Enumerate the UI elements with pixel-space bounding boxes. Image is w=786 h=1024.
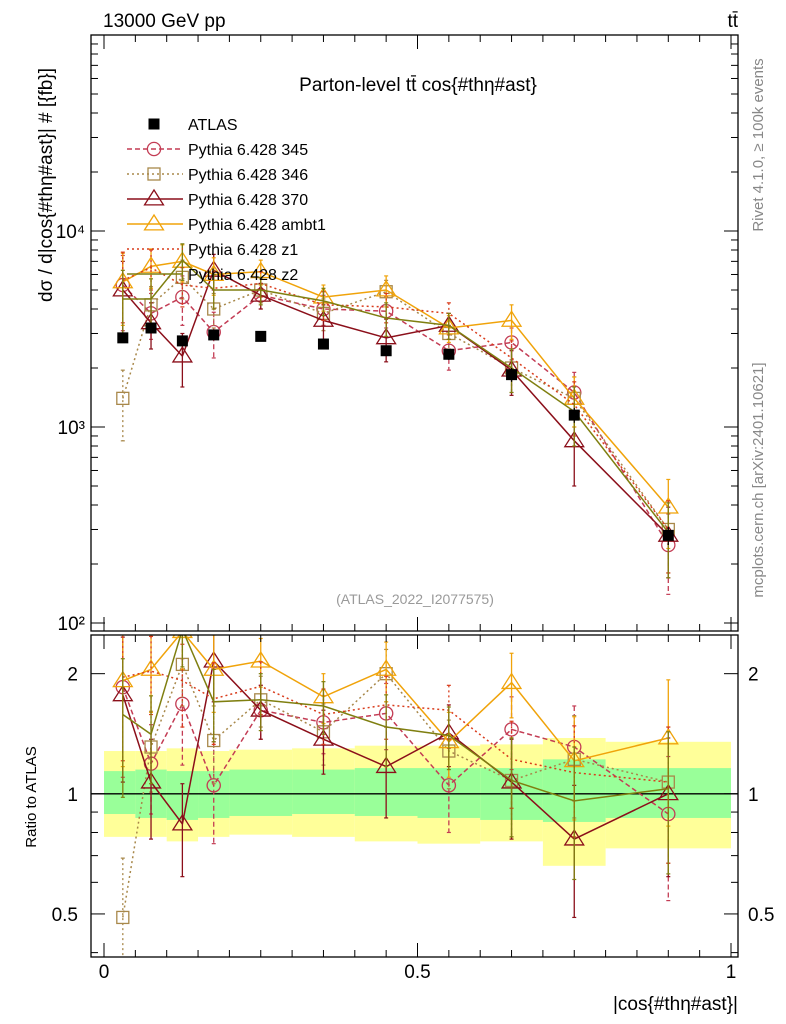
main-y-tick-label: 10⁴ xyxy=(56,222,85,243)
x-axis-label: |cos{#thη#ast}| xyxy=(613,994,738,1015)
legend-entry-pythia-6-428-346-label: Pythia 6.428 346 xyxy=(188,167,308,184)
ratio-plot: 0.5 0.5 1 1 2 2 0 0.5 1 Ratio to ATLAS |cos{#thη… xyxy=(23,634,774,1015)
rivet-version-label: Rivet 4.1.0, ≥ 100k events xyxy=(750,58,767,231)
ratio-plot-frame xyxy=(90,634,739,958)
legend: ATLAS Pythia 6.428 345 Pythia 6.428 346 Pyt… xyxy=(127,117,326,284)
legend-entry-atlas-marker xyxy=(148,118,160,130)
mcplots-label: mcplots.cern.ch [arXiv:2401.10621] xyxy=(750,362,767,597)
legend-entry-pythia-6-428-345-label: Pythia 6.428 345 xyxy=(188,142,308,159)
series-pythia-6-428-370-marker xyxy=(140,771,162,789)
ratio-y-tick-label-right: 0.5 xyxy=(748,905,774,926)
series-pythia-6-428-ambt1-marker xyxy=(375,279,397,297)
series-atlas-marker xyxy=(317,338,329,350)
series-pythia-6-428-370-marker xyxy=(375,327,397,345)
legend-entry-pythia-6-428-345-marker xyxy=(146,141,162,157)
series-atlas-marker xyxy=(117,332,129,344)
series-pythia-6-428-346-marker xyxy=(116,910,130,925)
x-tick-label: 0.5 xyxy=(404,962,430,983)
legend-entry-pythia-6-428-ambt1-marker xyxy=(143,213,165,231)
legend-entry-pythia-6-428-346-marker xyxy=(147,167,161,181)
series-pythia-6-428-370-marker xyxy=(171,813,194,831)
ratio-y-tick-label-right: 2 xyxy=(748,665,759,686)
process-label: tt̄ xyxy=(727,11,738,32)
series-pythia-6-428-370-marker xyxy=(375,756,397,774)
series-pythia-6-428-370-marker xyxy=(563,430,585,448)
x-tick-label: 0 xyxy=(99,962,110,983)
ratio-y-tick-label: 2 xyxy=(67,665,78,686)
series-pythia-6-428-z2 xyxy=(120,635,671,881)
series-pythia-6-428-ambt1-marker xyxy=(375,659,397,676)
energy-label: 13000 GeV pp xyxy=(103,11,226,32)
legend-entry-pythia-6-428-370: Pythia 6.428 370 xyxy=(127,188,308,209)
series-atlas-marker xyxy=(443,348,455,360)
legend-entry-pythia-6-428-z1-label: Pythia 6.428 z1 xyxy=(188,242,298,259)
legend-entry-pythia-6-428-346: Pythia 6.428 346 xyxy=(127,167,308,184)
series-pythia-6-428-ambt1-marker xyxy=(140,659,162,676)
series-pythia-6-428-345-marker xyxy=(441,778,457,793)
legend-entry-pythia-6-428-ambt1-label: Pythia 6.428 ambt1 xyxy=(188,217,326,234)
series-pythia-6-428-370-marker xyxy=(312,729,335,746)
main-plot-title: Parton-level tt̄ cos{#thη#ast} xyxy=(299,75,537,96)
ratio-plot-area xyxy=(91,635,738,957)
series-atlas-marker xyxy=(506,369,518,381)
series-pythia-6-428-346-marker xyxy=(116,391,130,406)
series-pythia-6-428-345-marker xyxy=(206,778,221,793)
main-y-tick-label: 10³ xyxy=(58,418,85,439)
ratio-y-tick-label: 0.5 xyxy=(52,905,78,926)
ratio-y-tick-label: 1 xyxy=(67,785,78,806)
series-pythia-6-428-370-marker xyxy=(171,345,194,363)
uncertainty-band-green xyxy=(104,771,136,815)
uncertainty-band-green xyxy=(292,769,355,815)
legend-entry-pythia-6-428-345: Pythia 6.428 345 xyxy=(127,141,308,159)
series-atlas-marker xyxy=(145,322,157,334)
legend-entry-pythia-6-428-z2-label: Pythia 6.428 z2 xyxy=(188,267,298,284)
legend-entry-atlas: ATLAS xyxy=(148,117,238,134)
ratio-y-axis-label: Ratio to ATLAS xyxy=(23,746,40,847)
x-tick-label: 1 xyxy=(726,962,737,983)
series-atlas-marker xyxy=(380,345,392,357)
legend-entry-pythia-6-428-z2: Pythia 6.428 z2 xyxy=(127,267,298,284)
main-y-axis-label: dσ / d|cos{#thη#ast}| # [{fb}] xyxy=(36,68,57,302)
legend-entry-pythia-6-428-ambt1: Pythia 6.428 ambt1 xyxy=(127,213,326,234)
series-pythia-6-428-ambt1-marker xyxy=(140,256,162,273)
main-plot: 10² 10³ 10⁴ Parton-level tt̄ cos{#thη#ast}… xyxy=(36,34,739,635)
uncertainty-band-green xyxy=(229,769,293,816)
series-pythia-6-428-ambt1-marker xyxy=(500,310,523,327)
main-y-tick-label: 10² xyxy=(58,614,85,635)
series-pythia-6-428-345-line xyxy=(122,284,669,546)
series-atlas-marker xyxy=(176,335,188,347)
ratio-y-tick-label-right: 1 xyxy=(748,785,759,806)
series-atlas xyxy=(117,322,674,546)
legend-entry-pythia-6-428-370-marker xyxy=(143,188,165,206)
analysis-watermark: (ATLAS_2022_I2077575) xyxy=(336,591,494,607)
series-atlas-marker xyxy=(208,329,220,341)
series-pythia-6-428-370-marker xyxy=(312,310,335,327)
main-plot-area xyxy=(112,243,679,595)
series-pythia-6-428-ambt1-marker xyxy=(500,672,523,690)
series-atlas-marker xyxy=(568,409,580,421)
legend-entry-pythia-6-428-z1: Pythia 6.428 z1 xyxy=(127,242,298,259)
series-atlas-marker xyxy=(255,330,267,342)
legend-entry-pythia-6-428-370-label: Pythia 6.428 370 xyxy=(188,192,308,209)
series-atlas-marker xyxy=(662,529,674,541)
legend-entry-atlas-label: ATLAS xyxy=(188,117,238,134)
